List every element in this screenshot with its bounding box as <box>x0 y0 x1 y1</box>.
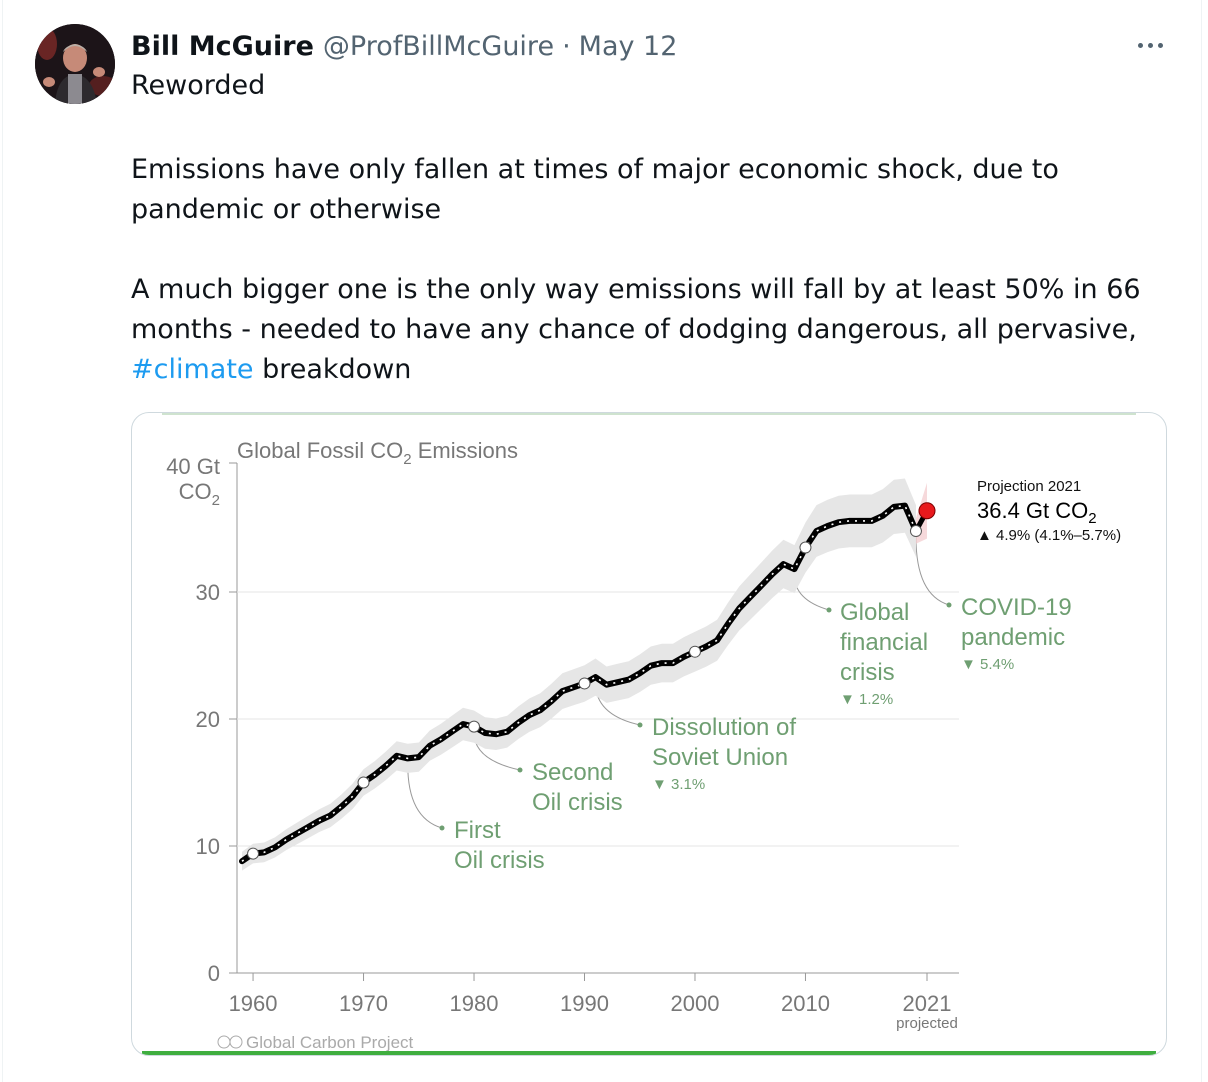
annotation-label: Oil crisis <box>454 847 545 874</box>
milestone-marker <box>688 645 701 658</box>
projection-title: Projection 2021 <box>977 478 1081 495</box>
tweet-paragraph-1: Emissions have only fallen at times of m… <box>131 154 1059 225</box>
annotation-label: Global <box>840 599 909 626</box>
annotation-leader <box>407 764 443 829</box>
annotation-label: pandemic <box>961 624 1065 651</box>
x-tick-label: 1970 <box>339 991 388 1016</box>
author-name[interactable]: Bill McGuire <box>131 30 314 62</box>
annotation-leader <box>915 537 950 606</box>
annotation-dot <box>517 767 523 773</box>
credit-text: Global Carbon Project <box>246 1033 414 1052</box>
x-tick-label: 2010 <box>781 991 830 1016</box>
x-tick-note: projected <box>896 1015 958 1032</box>
annotation-dot <box>637 722 643 728</box>
y-tick-label: 20 <box>196 707 220 732</box>
annotation-dot <box>826 607 832 613</box>
y-tick-label: 30 <box>196 580 220 605</box>
emissions-chart: Global Fossil CO2 Emissions 40 Gt CO2 01… <box>166 438 1121 1052</box>
annotation-label: crisis <box>840 659 895 686</box>
annotation-change: ▼ 1.2% <box>840 691 893 708</box>
more-options-icon[interactable] <box>1130 34 1170 56</box>
x-tick-label: 2021 <box>903 991 952 1016</box>
milestone-marker <box>799 541 812 554</box>
hashtag-climate[interactable]: #climate <box>131 354 254 385</box>
x-tick-label: 1990 <box>560 991 609 1016</box>
annotation-change: ▼ 3.1% <box>652 776 705 793</box>
milestone-marker <box>357 776 370 789</box>
projection-value: 36.4 Gt CO2 <box>977 498 1097 527</box>
milestone-marker-2020 <box>909 525 922 538</box>
tweet-subtitle: Reworded <box>131 70 266 101</box>
annotation-label: Oil crisis <box>532 789 623 816</box>
author-handle[interactable]: @ProfBillMcGuire <box>322 30 555 62</box>
y-tick-label: 0 <box>208 961 220 986</box>
annotation-label: Second <box>532 759 613 786</box>
chart-title: Global Fossil CO2 Emissions <box>237 438 518 468</box>
annotation-label: financial <box>840 629 928 656</box>
tweet-header: Bill McGuire @ProfBillMcGuire · May 12 <box>131 26 677 66</box>
tweet-paragraph-2-start: A much bigger one is the only way emissi… <box>131 274 1141 345</box>
x-tick-label: 1960 <box>229 991 278 1016</box>
avatar[interactable] <box>35 24 115 104</box>
y-tick-label: 10 <box>196 834 220 859</box>
uncertainty-band <box>242 478 916 871</box>
annotation-label: Soviet Union <box>652 744 788 771</box>
tweet-text: Emissions have only fallen at times of m… <box>131 150 1171 390</box>
tweet-paragraph-2: A much bigger one is the only way emissi… <box>131 270 1171 390</box>
annotation-dot <box>439 825 445 831</box>
milestone-marker <box>468 720 481 733</box>
annotation-dot <box>946 602 952 608</box>
projection-change: ▲ 4.9% (4.1%–5.7%) <box>977 527 1121 544</box>
milestone-marker <box>578 677 591 690</box>
x-tick-label: 2000 <box>671 991 720 1016</box>
y-axis-label: 40 Gt <box>166 454 220 479</box>
annotation-label: Dissolution of <box>652 714 796 741</box>
separator: · <box>562 30 571 62</box>
y-axis-label-co2: CO2 <box>179 479 220 509</box>
annotation-change: ▼ 5.4% <box>961 656 1014 673</box>
x-tick-label: 1980 <box>450 991 499 1016</box>
tweet-date[interactable]: May 12 <box>578 30 678 62</box>
credit-icon <box>217 1035 243 1049</box>
milestone-marker <box>247 847 260 860</box>
annotation-label: COVID-19 <box>961 594 1072 621</box>
tweet-paragraph-2-end: breakdown <box>253 354 412 385</box>
annotation-label: First <box>454 817 501 844</box>
projection-marker <box>918 502 936 520</box>
